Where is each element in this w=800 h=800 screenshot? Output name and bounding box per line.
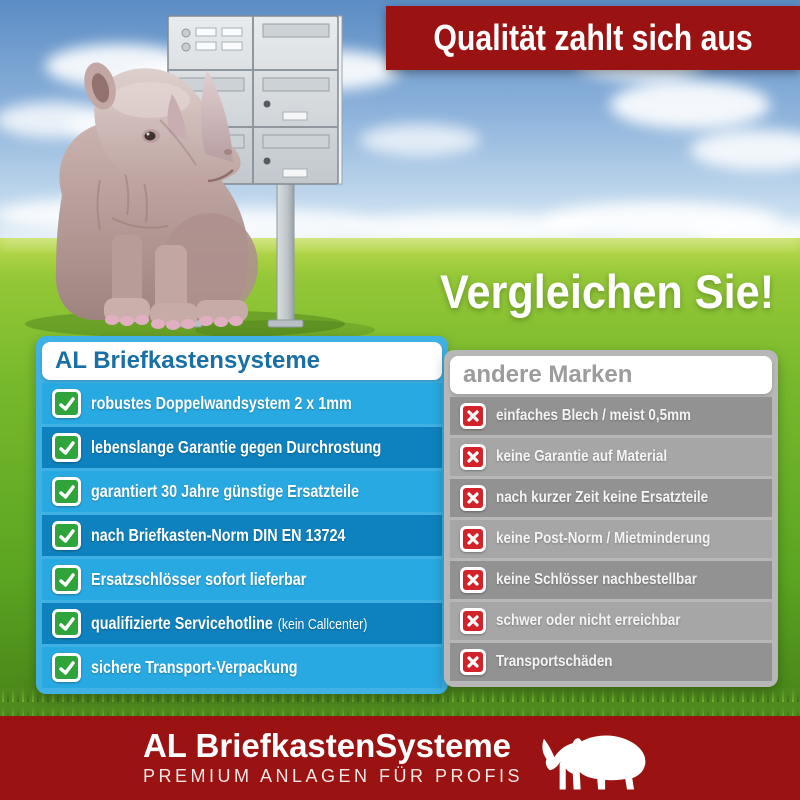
rhino-illustration [55, 62, 258, 330]
check-icon [52, 389, 81, 418]
cross-icon [460, 444, 486, 470]
feature-row: garantiert 30 Jahre günstige Ersatzteile [42, 471, 442, 512]
feature-label: robustes Doppelwandsystem 2 x 1mm [91, 393, 352, 413]
drawback-row: einfaches Blech / meist 0,5mm [450, 397, 772, 435]
drawback-label: einfaches Blech / meist 0,5mm [496, 407, 691, 424]
al-panel-title: AL Briefkastensysteme [55, 347, 321, 374]
cross-icon [460, 485, 486, 511]
drawback-label: keine Post-Norm / Mietminderung [496, 530, 711, 547]
drawback-row: schwer oder nicht erreichbar [450, 602, 772, 640]
drawback-label: keine Garantie auf Material [496, 448, 668, 465]
feature-row: lebenslange Garantie gegen Durchrostung [42, 427, 442, 468]
brand-footer: AL BriefkastenSysteme PREMIUM ANLAGEN FÜ… [0, 716, 800, 800]
check-icon [52, 653, 81, 682]
cross-icon [460, 608, 486, 634]
brand-title: AL BriefkastenSysteme [142, 726, 512, 764]
drawback-row: keine Post-Norm / Mietminderung [450, 520, 772, 558]
quality-banner-text: Qualität zahlt sich aus [433, 17, 753, 58]
other-brands-title: andere Marken [463, 361, 633, 388]
feature-row: sichere Transport-Verpackung [42, 647, 442, 688]
drawback-row: keine Schlösser nachbestellbar [450, 561, 772, 599]
cross-icon [460, 649, 486, 675]
rhino-silhouette-icon [542, 734, 646, 789]
drawback-label: nach kurzer Zeit keine Ersatzteile [496, 489, 709, 506]
feature-label: lebenslange Garantie gegen Durchrostung [91, 437, 382, 457]
other-brands-panel: andere Marken einfaches Blech / meist 0,… [444, 350, 778, 687]
check-icon [52, 477, 81, 506]
feature-row: robustes Doppelwandsystem 2 x 1mm [42, 383, 442, 424]
drawback-label: Transportschäden [496, 653, 613, 670]
cross-icon [460, 403, 486, 429]
feature-row: nach Briefkasten-Norm DIN EN 13724 [42, 515, 442, 556]
check-icon [52, 521, 81, 550]
compare-headline: Vergleichen Sie! [439, 265, 774, 318]
drawback-label: schwer oder nicht erreichbar [496, 612, 681, 629]
drawback-row: Transportschäden [450, 643, 772, 681]
feature-label: Ersatzschlösser sofort lieferbar [91, 569, 307, 589]
cross-icon [460, 567, 486, 593]
brand-text-block: AL BriefkastenSysteme PREMIUM ANLAGEN FÜ… [142, 726, 524, 788]
check-icon [52, 565, 81, 594]
drawback-row: keine Garantie auf Material [450, 438, 772, 476]
al-panel-header: AL Briefkastensysteme [42, 342, 442, 380]
feature-label: garantiert 30 Jahre günstige Ersatzteile [91, 481, 359, 501]
al-features-panel: AL Briefkastensysteme robustes Doppelwan… [36, 336, 448, 694]
check-icon [52, 433, 81, 462]
quality-banner: Qualität zahlt sich aus [386, 6, 800, 70]
drawback-row: nach kurzer Zeit keine Ersatzteile [450, 479, 772, 517]
other-brands-header: andere Marken [450, 356, 772, 394]
feature-label: nach Briefkasten-Norm DIN EN 13724 [91, 525, 346, 545]
feature-row: qualifizierte Servicehotline (kein Callce… [42, 603, 442, 644]
feature-row: Ersatzschlösser sofort lieferbar [42, 559, 442, 600]
feature-label: qualifizierte Servicehotline (kein Callce… [91, 613, 368, 633]
check-icon [52, 609, 81, 638]
brand-tagline: PREMIUM ANLAGEN FÜR PROFIS [142, 766, 524, 787]
feature-label: sichere Transport-Verpackung [91, 657, 298, 677]
drawback-label: keine Schlösser nachbestellbar [496, 571, 697, 588]
cross-icon [460, 526, 486, 552]
